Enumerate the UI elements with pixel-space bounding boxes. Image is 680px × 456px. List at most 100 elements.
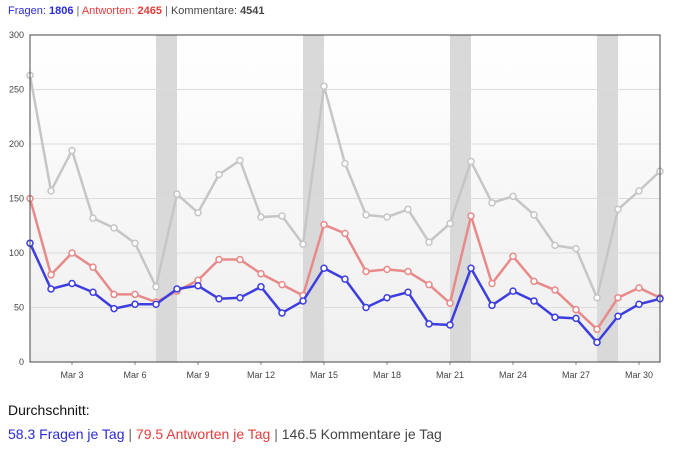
fragen-point bbox=[530, 297, 538, 305]
fragen-point bbox=[236, 293, 244, 302]
kommentare-point bbox=[572, 244, 580, 253]
fragen-point bbox=[131, 300, 139, 308]
fragen-point bbox=[467, 264, 475, 273]
kommentare-point bbox=[47, 187, 55, 195]
fragen-point bbox=[68, 279, 76, 288]
fragen-point bbox=[47, 285, 55, 293]
kommentare-point bbox=[551, 241, 559, 250]
fragen-point bbox=[320, 264, 328, 273]
fragen-point bbox=[488, 301, 496, 310]
antworten-point bbox=[383, 265, 391, 274]
fragen-point bbox=[614, 312, 622, 320]
antworten-point bbox=[593, 325, 601, 334]
plot-border bbox=[29, 34, 661, 363]
x-tick-label: Mar 21 bbox=[436, 370, 464, 380]
fragen-point bbox=[341, 275, 349, 283]
fragen-point bbox=[383, 293, 391, 302]
fragen-point bbox=[173, 285, 181, 293]
fragen-total: 1806 bbox=[48, 5, 74, 17]
y-tick-label: 300 bbox=[9, 30, 24, 40]
kommentare-point bbox=[68, 146, 76, 155]
fragen-point bbox=[278, 309, 286, 317]
antworten-point bbox=[530, 277, 538, 286]
kommentare-point bbox=[152, 283, 160, 291]
y-tick-label: 100 bbox=[9, 248, 24, 258]
antworten-point bbox=[446, 299, 454, 307]
y-tick-label: 200 bbox=[9, 139, 24, 149]
fragen-point bbox=[299, 297, 307, 305]
y-tick-label: 50 bbox=[14, 303, 24, 313]
antworten-point bbox=[362, 267, 370, 276]
fragen-point bbox=[509, 287, 517, 295]
kommentare-point bbox=[278, 212, 286, 220]
fragen-point bbox=[446, 321, 454, 329]
antworten-point bbox=[110, 290, 118, 299]
kommentare-point bbox=[89, 214, 97, 222]
average-kommentare: 146.5 Kommentare je Tag bbox=[281, 426, 442, 442]
kommentare-point bbox=[404, 205, 412, 214]
kommentare-point bbox=[614, 205, 622, 214]
kommentare-point bbox=[509, 192, 517, 201]
y-tick-label: 250 bbox=[9, 85, 24, 95]
fragen-point bbox=[215, 295, 223, 303]
fragen-point bbox=[425, 320, 433, 328]
kommentare-point bbox=[488, 199, 496, 207]
antworten-point bbox=[572, 305, 580, 314]
header-totals: Fragen: 1806 | Antworten: 2465 | Komment… bbox=[8, 5, 265, 17]
header-separator-2: | bbox=[165, 5, 168, 17]
kommentare-point bbox=[635, 187, 643, 195]
kommentare-point bbox=[446, 219, 454, 228]
kommentare-point bbox=[383, 213, 391, 221]
x-tick-label: Mar 24 bbox=[499, 370, 527, 380]
antworten-point bbox=[404, 267, 412, 276]
x-tick-label: Mar 12 bbox=[247, 370, 275, 380]
kommentare-point bbox=[257, 213, 265, 221]
average-fragen: 58.3 Fragen je Tag bbox=[8, 426, 125, 442]
antworten-point bbox=[320, 220, 328, 229]
antworten-total: 2465 bbox=[137, 5, 162, 17]
fragen-point bbox=[152, 300, 160, 308]
x-tick-label: Mar 30 bbox=[625, 370, 653, 380]
antworten-point bbox=[236, 255, 244, 264]
kommentare-point bbox=[215, 170, 223, 179]
antworten-point bbox=[89, 263, 97, 271]
x-tick-label: Mar 18 bbox=[373, 370, 401, 380]
fragen-point bbox=[551, 313, 559, 322]
average-title: Durchschnitt: bbox=[8, 402, 90, 418]
kommentare-point bbox=[299, 240, 307, 249]
antworten-point bbox=[551, 286, 559, 294]
activity-line-chart: 0 50 100 150 200 250 300 Mar 3 Mar 6 Mar 9 Mar 12 M… bbox=[9, 30, 664, 380]
kommentare-point bbox=[236, 156, 244, 165]
antworten-point bbox=[215, 255, 223, 264]
x-tick-label: Mar 3 bbox=[60, 370, 83, 380]
antworten-point bbox=[509, 252, 517, 261]
fragen-point bbox=[572, 314, 580, 323]
fragen-label: Fragen: bbox=[8, 5, 46, 17]
kommentare-point bbox=[131, 239, 139, 247]
antworten-point bbox=[467, 212, 475, 220]
kommentare-point bbox=[425, 238, 433, 246]
kommentare-point bbox=[530, 211, 538, 219]
antworten-point bbox=[425, 280, 433, 289]
antworten-point bbox=[614, 293, 622, 302]
x-tick-label: Mar 9 bbox=[186, 370, 209, 380]
fragen-point bbox=[404, 288, 412, 296]
kommentare-point bbox=[467, 157, 475, 166]
antworten-point bbox=[278, 280, 286, 289]
kommentare-point bbox=[110, 224, 118, 232]
fragen-point bbox=[593, 338, 601, 347]
x-tick-label: Mar 27 bbox=[562, 370, 590, 380]
kommentare-label: Kommentare: bbox=[170, 5, 237, 17]
summary-separator-2: | bbox=[274, 426, 278, 442]
kommentare-point bbox=[593, 293, 601, 302]
antworten-point bbox=[131, 290, 139, 299]
average-antworten: 79.5 Antworten je Tag bbox=[135, 426, 271, 442]
x-tick-label: Mar 15 bbox=[310, 370, 338, 380]
antworten-point bbox=[257, 269, 265, 278]
average-summary: 58.3 Fragen je Tag | 79.5 Antworten je T… bbox=[8, 426, 442, 442]
antworten-point bbox=[488, 279, 496, 288]
y-tick-label: 150 bbox=[9, 194, 24, 204]
antworten-point bbox=[47, 271, 55, 279]
kommentare-point bbox=[173, 190, 181, 198]
fragen-point bbox=[110, 304, 118, 313]
